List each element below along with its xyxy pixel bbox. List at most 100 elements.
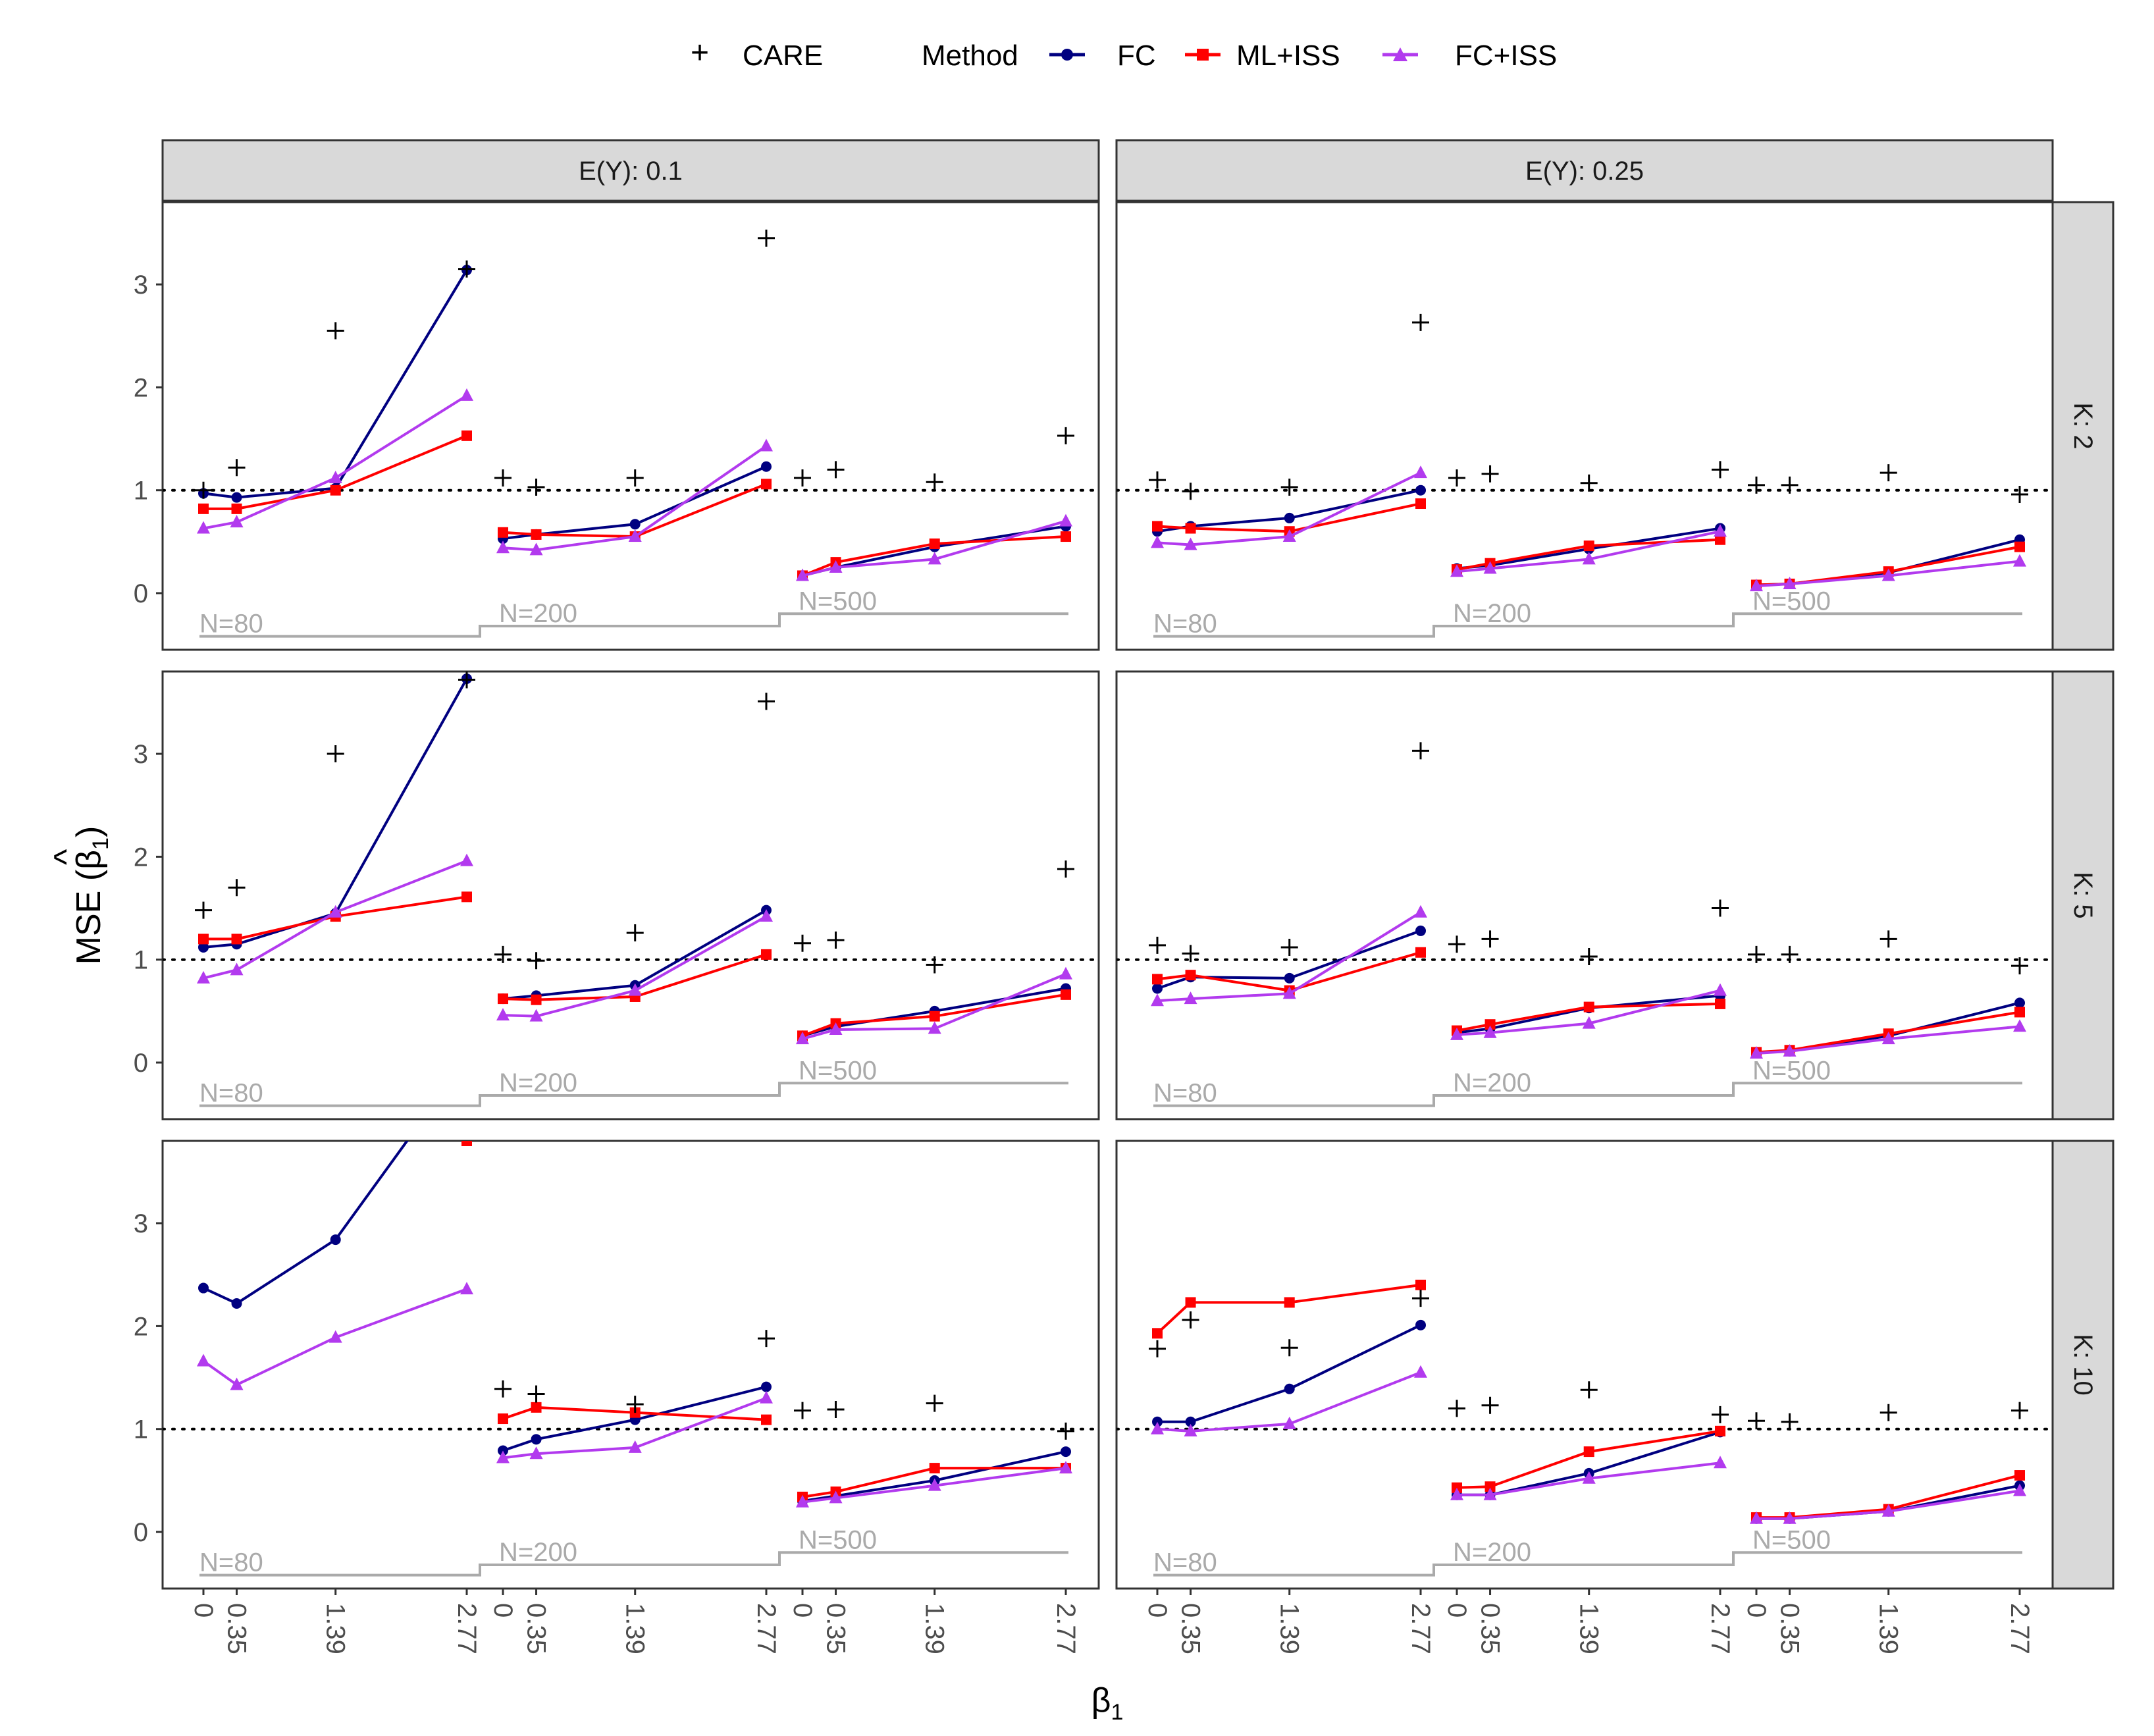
series-line-mliss: [1456, 1002, 1721, 1032]
row-strip-1: K: 5: [2051, 670, 2115, 1120]
sample-size-label: N=200: [1453, 599, 1531, 628]
panel-plot-area: N=80 N=200 N=500: [163, 229, 1099, 639]
point-fc: [330, 1234, 341, 1246]
series-line-mliss: [502, 953, 767, 1001]
point-mliss: [1152, 974, 1163, 985]
point-care: [2011, 485, 2028, 503]
point-fciss: [1582, 1016, 1596, 1029]
series-line-fc: [502, 465, 767, 540]
series-line-mliss: [502, 1406, 767, 1421]
point-care: [327, 322, 344, 340]
point-care: [1712, 1406, 1729, 1423]
point-mliss: [231, 934, 242, 945]
series-line-fc: [502, 908, 767, 1001]
sample-size-label: N=500: [799, 1056, 877, 1085]
point-fciss: [928, 552, 941, 565]
row-strip-label-1: K: 5: [2068, 872, 2097, 918]
point-mliss: [498, 527, 508, 538]
series-line-fciss: [202, 1288, 467, 1386]
x-tick-label: 0.35: [223, 1603, 251, 1654]
series-line-fc: [502, 1385, 767, 1452]
legend-method-title: Method: [922, 39, 1018, 72]
sample-size-label: N=80: [199, 1548, 263, 1577]
point-fciss: [496, 540, 510, 554]
series-line-fciss: [1157, 1371, 1421, 1433]
panels-layer: N=80 N=200 N=500 N=80 N=200 N=500 N=80 N=200 N=5…: [161, 201, 2054, 1590]
point-fciss: [1414, 1365, 1427, 1378]
point-fciss: [2013, 554, 2026, 567]
point-fc: [1284, 1383, 1295, 1394]
point-care: [1781, 1413, 1799, 1431]
point-fciss: [1714, 1456, 1727, 1469]
point-fciss: [1582, 1471, 1596, 1484]
point-mliss: [231, 503, 242, 514]
point-mliss: [761, 1414, 772, 1425]
sample-size-step-line: [1153, 612, 2022, 638]
point-mliss: [198, 503, 209, 514]
sample-size-label: N=200: [1453, 1538, 1531, 1567]
series-line-fc: [203, 1141, 409, 1305]
column-strip-1: E(Y): 0.25: [1115, 139, 2054, 202]
point-mliss: [1715, 534, 1725, 545]
point-care: [1280, 938, 1298, 956]
point-fciss: [1282, 1416, 1296, 1429]
series-line-mliss: [802, 1467, 1066, 1498]
series-line-fciss: [802, 519, 1066, 577]
point-fciss: [230, 1377, 244, 1390]
point-care: [827, 461, 845, 479]
sample-size-step-line: [199, 1082, 1068, 1107]
point-fciss: [1714, 983, 1727, 996]
series-line-fciss: [1756, 1489, 2020, 1520]
legend-fciss-marker: [1393, 47, 1407, 61]
point-care: [1149, 1340, 1166, 1357]
series-line-mliss: [502, 483, 767, 539]
series-line-fciss: [1456, 989, 1721, 1036]
y-tick-label: 1: [134, 477, 148, 506]
series-line-fciss: [203, 859, 467, 980]
point-care: [1149, 936, 1166, 954]
y-axis-title: MSE (β1) ^: [47, 826, 113, 965]
point-care: [1712, 461, 1729, 479]
y-axis-title-prefix: MSE (: [70, 869, 108, 964]
point-care: [1280, 1339, 1298, 1357]
point-fciss: [230, 515, 244, 528]
x-tick-label: 2.77: [1706, 1603, 1735, 1654]
series-line-mliss: [1156, 1283, 1421, 1334]
point-fc: [1152, 983, 1163, 994]
point-care: [758, 1330, 775, 1348]
point-fciss: [197, 521, 210, 534]
series-line-fciss: [1756, 1025, 2020, 1055]
legend-mliss-label: ML+ISS: [1236, 39, 1340, 72]
x-tick-label: 1.39: [1275, 1603, 1304, 1654]
point-care: [1580, 1381, 1598, 1399]
sample-size-step-line: [199, 612, 1068, 638]
point-mliss: [1583, 1001, 1594, 1013]
sample-size-step-line: [199, 1551, 1068, 1577]
point-fciss: [1059, 1461, 1072, 1474]
x-tick-label: 0: [1742, 1603, 1771, 1618]
x-tick-label: 0.35: [1176, 1603, 1205, 1654]
point-fciss: [496, 1008, 510, 1021]
point-care: [1481, 1396, 1499, 1414]
point-care: [758, 229, 775, 247]
sample-size-step-line: [1153, 1551, 2022, 1577]
x-tick-label: 0: [1143, 1603, 1172, 1618]
y-tick-label: 2: [134, 843, 148, 872]
x-tick-label: 0: [189, 1603, 218, 1618]
point-fciss: [2013, 1019, 2026, 1032]
svg-text:MSE (β1): MSE (β1): [70, 826, 113, 965]
point-mliss: [1152, 521, 1163, 532]
point-care: [458, 260, 475, 278]
point-fc: [1415, 925, 1426, 936]
point-fc: [1415, 1319, 1426, 1330]
point-mliss: [761, 949, 772, 960]
point-mliss: [461, 891, 472, 903]
row-strip-label-2: K: 10: [2068, 1334, 2097, 1395]
point-care: [827, 1401, 845, 1418]
point-care: [1748, 945, 1765, 963]
x-tick-label: 0.35: [522, 1603, 551, 1654]
point-care: [1748, 1412, 1765, 1430]
legend-mliss-marker: [1197, 49, 1209, 61]
series-line-mliss: [1456, 1429, 1721, 1489]
panel-1-1: N=80 N=200 N=500: [1115, 670, 2054, 1120]
